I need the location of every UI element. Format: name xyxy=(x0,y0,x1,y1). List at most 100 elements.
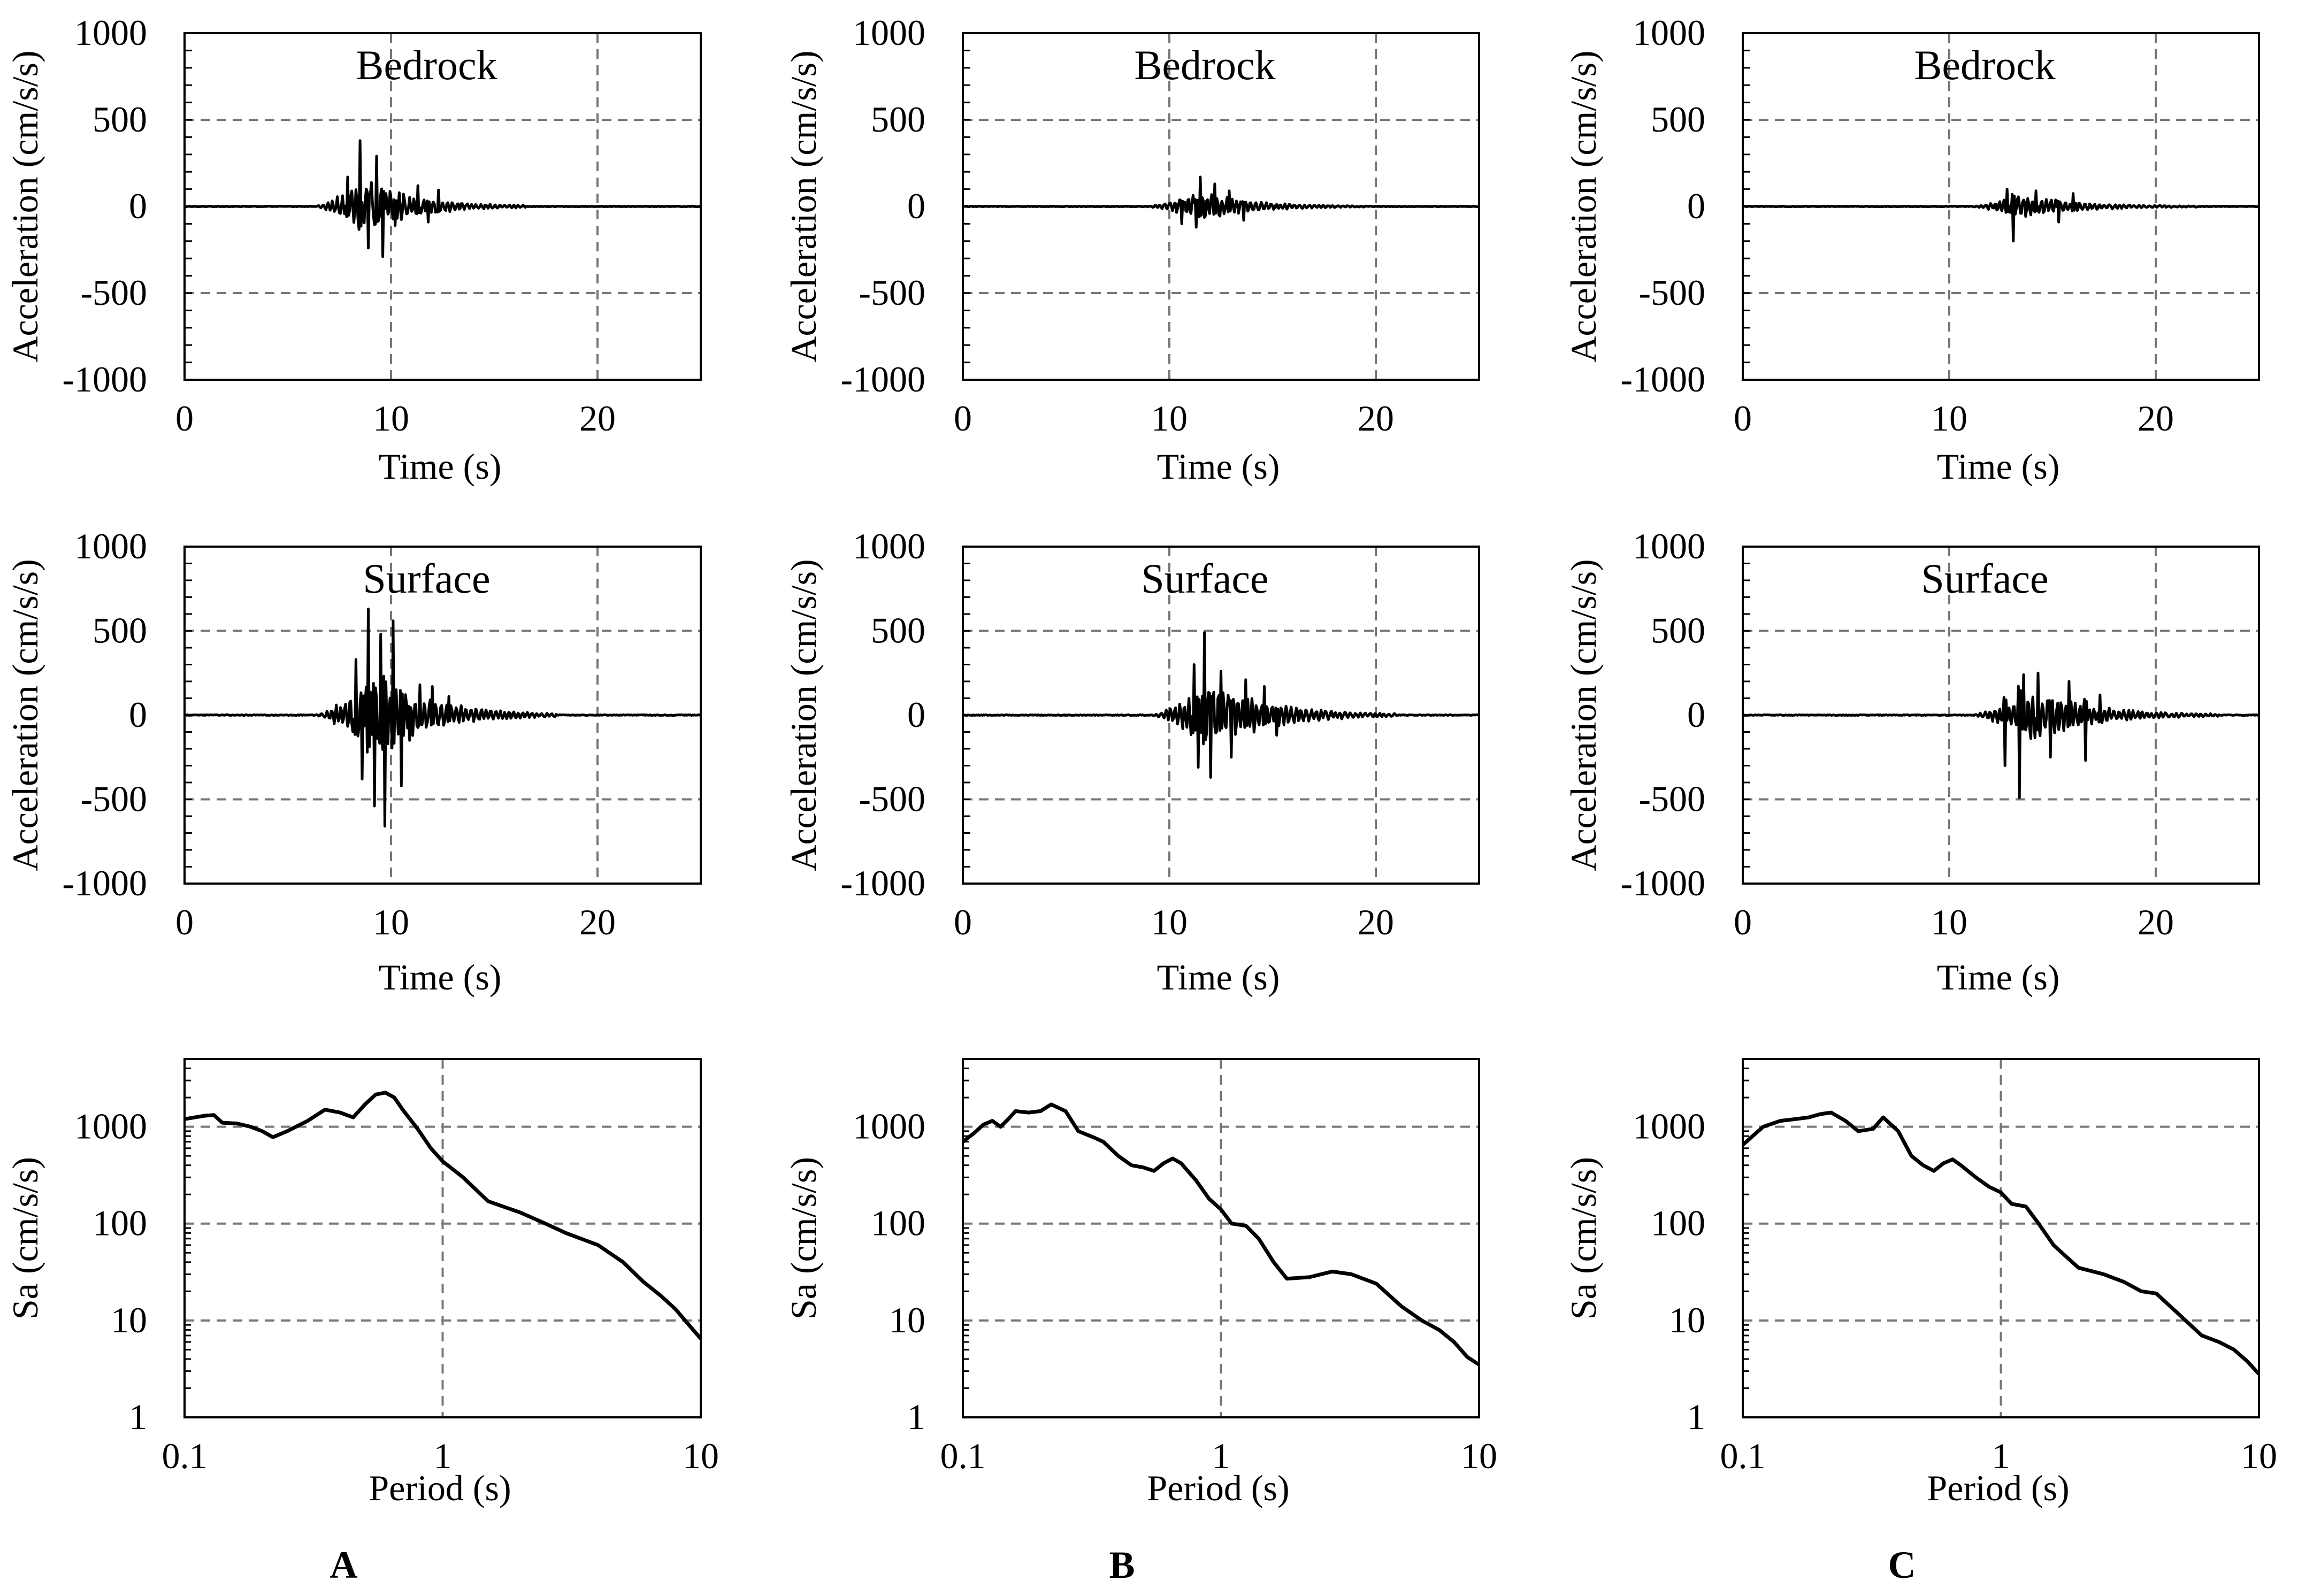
plot-frame xyxy=(1742,1058,2260,1418)
y-tick-label: 500 xyxy=(93,610,147,651)
y-tick-label: -500 xyxy=(859,272,925,313)
y-tick-label: 100 xyxy=(871,1203,925,1244)
y-tick-label: 1000 xyxy=(74,1106,147,1147)
chart-title: Bedrock xyxy=(356,42,497,88)
x-axis-label: Period (s) xyxy=(369,1468,511,1508)
series-line-Sa xyxy=(1741,1110,2261,1376)
x-tick-label: 10 xyxy=(373,398,409,439)
chart-B-bedrock: -1000 -500 0 500 1000 0 10 20 Time (s) Accelerati… xyxy=(783,12,1480,487)
panel-label-B: B xyxy=(1109,1544,1135,1586)
series-line-acceleration xyxy=(962,631,1480,779)
x-tick-label: 0 xyxy=(175,398,194,439)
y-tick-label: -500 xyxy=(80,779,147,819)
plot-frame xyxy=(962,32,1480,381)
x-axis-label: Time (s) xyxy=(1937,957,2060,998)
y-tick-label: 0 xyxy=(907,186,925,226)
y-axis-label: Acceleration (cm/s/s) xyxy=(1563,559,1604,871)
y-tick-label: 0 xyxy=(129,694,147,735)
x-tick-label: 1 xyxy=(434,1436,452,1476)
chart-B-surface: -1000 -500 0 500 1000 0 10 20 Time (s) Accelerati… xyxy=(783,526,1480,998)
y-tick-label: 0 xyxy=(129,186,147,226)
y-tick-label: -1000 xyxy=(62,359,147,400)
chart-C-spectrum: 1 10 100 1000 0.1 1 10 Period (s) Sa (cm/s/s) xyxy=(1563,1058,2277,1508)
x-tick-label: 10 xyxy=(1151,902,1188,942)
chart-title: Surface xyxy=(363,555,490,602)
x-tick-label: 10 xyxy=(1931,398,1967,439)
x-tick-label: 20 xyxy=(2138,902,2174,942)
x-tick-label: 20 xyxy=(1358,902,1394,942)
y-tick-label: 500 xyxy=(93,99,147,140)
x-tick-label: 0 xyxy=(175,902,194,942)
y-tick-label: 10 xyxy=(889,1300,925,1340)
x-axis-label: Time (s) xyxy=(1157,957,1280,998)
x-tick-label: 10 xyxy=(683,1436,719,1476)
x-tick-label: 10 xyxy=(1151,398,1188,439)
chart-C-bedrock: -1000 -500 0 500 1000 0 10 20 Time (s) Accelerati… xyxy=(1563,12,2260,487)
y-tick-label: 1000 xyxy=(1633,1106,1705,1147)
x-tick-label: 0.1 xyxy=(940,1436,986,1476)
x-tick-label: 20 xyxy=(2138,398,2174,439)
y-tick-label: 1000 xyxy=(74,12,147,53)
y-tick-label: 0 xyxy=(1687,694,1705,735)
y-tick-label: 1000 xyxy=(853,12,925,53)
plot-frame xyxy=(183,1058,702,1418)
x-axis-label: Time (s) xyxy=(1157,446,1280,487)
chart-C-surface: -1000 -500 0 500 1000 0 10 20 Time (s) Accelerati… xyxy=(1563,526,2260,998)
y-axis-label: Sa (cm/s/s) xyxy=(5,1157,45,1319)
y-axis-label: Acceleration (cm/s/s) xyxy=(1563,50,1604,362)
x-tick-label: 0 xyxy=(1734,902,1752,942)
y-tick-label: -500 xyxy=(859,779,925,819)
y-axis-label: Acceleration (cm/s/s) xyxy=(5,559,45,871)
x-axis-label: Time (s) xyxy=(1937,446,2060,487)
y-tick-label: 1000 xyxy=(853,1106,925,1147)
y-tick-label: 1000 xyxy=(74,526,147,566)
series-line-acceleration xyxy=(184,608,701,828)
panel-label-C: C xyxy=(1888,1544,1916,1586)
series-line-Sa xyxy=(184,1091,702,1340)
y-tick-label: 1000 xyxy=(1633,526,1705,566)
series-line-Sa xyxy=(961,1102,1480,1367)
x-tick-label: 10 xyxy=(2241,1436,2277,1476)
y-tick-label: -1000 xyxy=(1620,863,1705,903)
chart-A-surface: -1000 -500 0 500 1000 0 10 20 Time (s) Accelerati… xyxy=(5,526,702,998)
x-tick-label: 1 xyxy=(1992,1436,2010,1476)
y-tick-label: -1000 xyxy=(1620,359,1705,400)
panel-label-A: A xyxy=(330,1544,358,1586)
y-tick-label: 100 xyxy=(93,1203,147,1244)
series-line-acceleration xyxy=(1742,188,2260,243)
y-tick-label: 100 xyxy=(1651,1203,1705,1244)
x-tick-label: 10 xyxy=(373,902,409,942)
chart-A-bedrock: -1000 -500 0 500 1000 0 10 20 Time (s) Accelerati… xyxy=(5,12,702,487)
y-tick-label: -500 xyxy=(1638,779,1705,819)
x-tick-label: 0.1 xyxy=(162,1436,208,1476)
x-tick-label: 0.1 xyxy=(1720,1436,1766,1476)
y-axis-label: Acceleration (cm/s/s) xyxy=(5,50,45,362)
x-tick-label: 0 xyxy=(954,902,972,942)
y-axis-label: Acceleration (cm/s/s) xyxy=(783,50,824,362)
x-axis-label: Period (s) xyxy=(1927,1468,2069,1508)
y-tick-label: 1000 xyxy=(1633,12,1705,53)
x-axis-label: Period (s) xyxy=(1147,1468,1289,1508)
y-tick-label: 500 xyxy=(871,99,925,140)
y-tick-label: 1000 xyxy=(853,526,925,566)
y-axis-label: Sa (cm/s/s) xyxy=(1563,1157,1604,1319)
x-tick-label: 10 xyxy=(1931,902,1967,942)
y-tick-label: 0 xyxy=(1687,186,1705,226)
x-axis-label: Time (s) xyxy=(379,957,502,998)
series-line-acceleration xyxy=(184,139,701,258)
chart-title: Surface xyxy=(1921,555,2048,602)
x-axis-label: Time (s) xyxy=(379,446,502,487)
y-tick-label: 500 xyxy=(871,610,925,651)
plot-frame xyxy=(962,1058,1480,1418)
series-line-acceleration xyxy=(1742,671,2260,799)
chart-B-spectrum: 1 10 100 1000 0.1 1 10 Period (s) Sa (cm/s/s) xyxy=(783,1058,1497,1508)
y-tick-label: 500 xyxy=(1651,99,1705,140)
chart-title: Surface xyxy=(1141,555,1268,602)
y-tick-label: -1000 xyxy=(840,359,925,400)
x-tick-label: 20 xyxy=(579,398,616,439)
y-axis-label: Sa (cm/s/s) xyxy=(783,1157,824,1319)
y-tick-label: 1 xyxy=(1687,1396,1705,1437)
y-tick-label: 500 xyxy=(1651,610,1705,651)
y-tick-label: 10 xyxy=(1669,1300,1705,1340)
